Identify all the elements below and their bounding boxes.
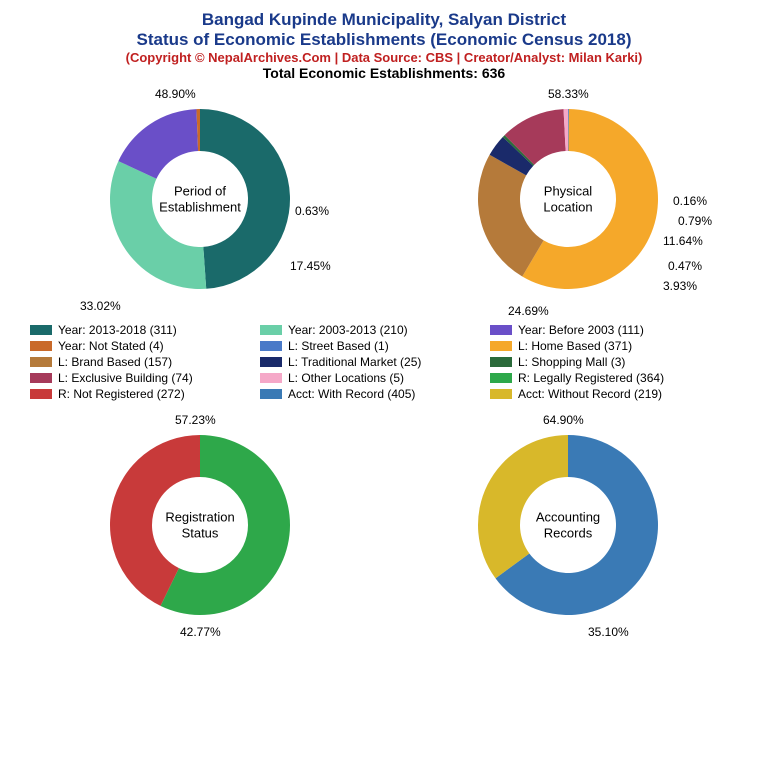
legend-label: R: Legally Registered (364) bbox=[518, 371, 664, 385]
chart-location: Physical Location0.16%58.33%24.69%3.93%0… bbox=[388, 89, 748, 309]
chart-accounting: Accounting Records64.90%35.10% bbox=[388, 415, 748, 635]
legend-label: Acct: Without Record (219) bbox=[518, 387, 662, 401]
donut-center-label: Period of Establishment bbox=[155, 183, 245, 214]
legend-swatch bbox=[30, 341, 52, 351]
legend-item: L: Street Based (1) bbox=[260, 339, 480, 353]
legend-item: Year: Before 2003 (111) bbox=[490, 323, 710, 337]
legend-swatch bbox=[490, 389, 512, 399]
legend-swatch bbox=[260, 373, 282, 383]
pct-label: 0.63% bbox=[295, 204, 329, 218]
legend-swatch bbox=[260, 325, 282, 335]
legend-swatch bbox=[260, 389, 282, 399]
legend-label: L: Home Based (371) bbox=[518, 339, 632, 353]
chart-registration: Registration Status57.23%42.77% bbox=[20, 415, 380, 635]
donut-center-label: Physical Location bbox=[523, 183, 613, 214]
legend-swatch bbox=[260, 357, 282, 367]
pct-label: 64.90% bbox=[543, 413, 584, 427]
legend-swatch bbox=[30, 357, 52, 367]
pct-label: 48.90% bbox=[155, 87, 196, 101]
legend-swatch bbox=[30, 389, 52, 399]
legend-item: Acct: With Record (405) bbox=[260, 387, 480, 401]
legend-swatch bbox=[30, 373, 52, 383]
pct-label: 35.10% bbox=[588, 625, 629, 639]
pct-label: 57.23% bbox=[175, 413, 216, 427]
legend-label: L: Brand Based (157) bbox=[58, 355, 172, 369]
legend-item: Year: 2013-2018 (311) bbox=[30, 323, 250, 337]
pct-label: 42.77% bbox=[180, 625, 221, 639]
donut-center-label: Registration Status bbox=[155, 509, 245, 540]
charts-grid: Period of Establishment 48.90% 33.02% 17.45… bbox=[20, 89, 748, 635]
legend-label: L: Shopping Mall (3) bbox=[518, 355, 625, 369]
legend-swatch bbox=[490, 357, 512, 367]
legend-swatch bbox=[490, 341, 512, 351]
legend-swatch bbox=[260, 341, 282, 351]
copyright: (Copyright © NepalArchives.Com | Data So… bbox=[20, 50, 748, 65]
pct-label: 24.69% bbox=[508, 304, 549, 318]
legend-label: Year: Before 2003 (111) bbox=[518, 323, 644, 337]
pct-label: 33.02% bbox=[80, 299, 121, 313]
legend-item: Acct: Without Record (219) bbox=[490, 387, 710, 401]
legend-item: Year: 2003-2013 (210) bbox=[260, 323, 480, 337]
legend-label: R: Not Registered (272) bbox=[58, 387, 185, 401]
legend-swatch bbox=[490, 373, 512, 383]
legend: Year: 2013-2018 (311) Year: 2003-2013 (21… bbox=[20, 317, 748, 407]
total-line: Total Economic Establishments: 636 bbox=[20, 65, 748, 81]
legend-label: Year: Not Stated (4) bbox=[58, 339, 164, 353]
pct-label: 0.47% bbox=[668, 259, 702, 273]
legend-label: L: Exclusive Building (74) bbox=[58, 371, 193, 385]
legend-swatch bbox=[490, 325, 512, 335]
pct-label: 0.16% bbox=[673, 194, 707, 208]
pct-label: 11.64% bbox=[663, 234, 703, 248]
legend-item: R: Legally Registered (364) bbox=[490, 371, 710, 385]
header: Bangad Kupinde Municipality, Salyan Dist… bbox=[20, 10, 748, 81]
legend-label: Acct: With Record (405) bbox=[288, 387, 415, 401]
donut-center-label: Accounting Records bbox=[523, 509, 613, 540]
legend-item: L: Traditional Market (25) bbox=[260, 355, 480, 369]
pct-label: 0.79% bbox=[678, 214, 712, 228]
legend-item: Year: Not Stated (4) bbox=[30, 339, 250, 353]
legend-item: R: Not Registered (272) bbox=[30, 387, 250, 401]
legend-label: Year: 2003-2013 (210) bbox=[288, 323, 408, 337]
legend-label: Year: 2013-2018 (311) bbox=[58, 323, 177, 337]
pct-label: 58.33% bbox=[548, 87, 589, 101]
legend-item: L: Home Based (371) bbox=[490, 339, 710, 353]
pct-label: 17.45% bbox=[290, 259, 331, 273]
legend-item: L: Other Locations (5) bbox=[260, 371, 480, 385]
legend-label: L: Street Based (1) bbox=[288, 339, 389, 353]
legend-swatch bbox=[30, 325, 52, 335]
legend-item: L: Exclusive Building (74) bbox=[30, 371, 250, 385]
legend-item: L: Brand Based (157) bbox=[30, 355, 250, 369]
title-line2: Status of Economic Establishments (Econo… bbox=[20, 30, 748, 50]
legend-label: L: Other Locations (5) bbox=[288, 371, 404, 385]
legend-label: L: Traditional Market (25) bbox=[288, 355, 421, 369]
chart-period: Period of Establishment48.90%33.02%17.45… bbox=[20, 89, 380, 309]
legend-item: L: Shopping Mall (3) bbox=[490, 355, 710, 369]
title-line1: Bangad Kupinde Municipality, Salyan Dist… bbox=[20, 10, 748, 30]
pct-label: 3.93% bbox=[663, 279, 697, 293]
